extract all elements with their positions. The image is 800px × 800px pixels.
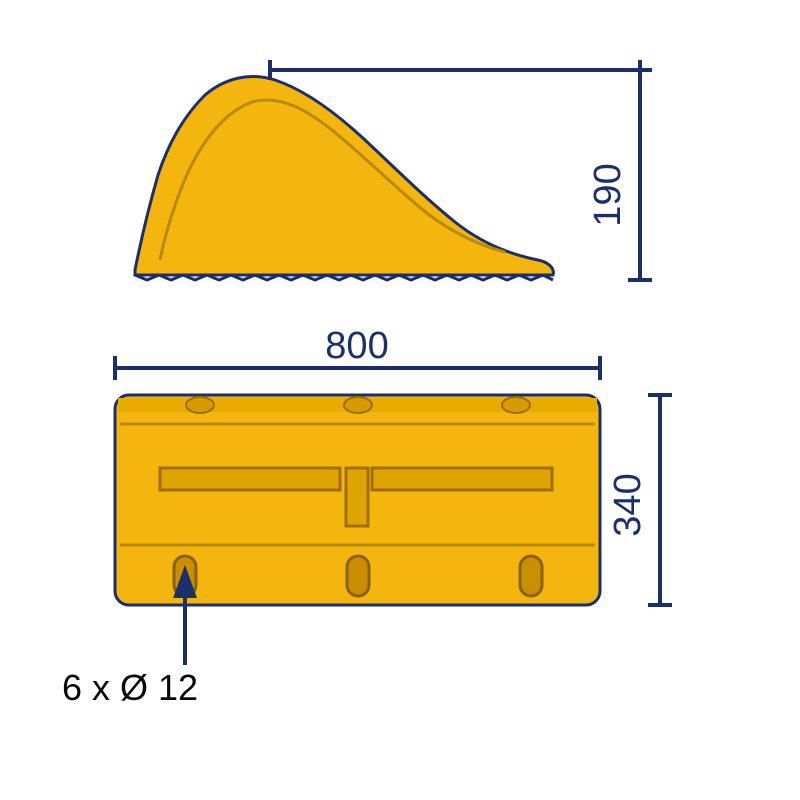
dim-width-value: 800: [325, 325, 388, 367]
hole-callout-text: 6 x Ø 12: [62, 667, 198, 708]
dim-width-800: 800: [115, 325, 600, 380]
side-view: [135, 76, 553, 280]
technical-drawing: 190 800: [0, 0, 800, 800]
dim-depth-340: 340: [607, 395, 672, 605]
dim-depth-value: 340: [607, 473, 649, 536]
side-profile: [135, 76, 553, 275]
dim-height-value: 190: [587, 163, 629, 226]
